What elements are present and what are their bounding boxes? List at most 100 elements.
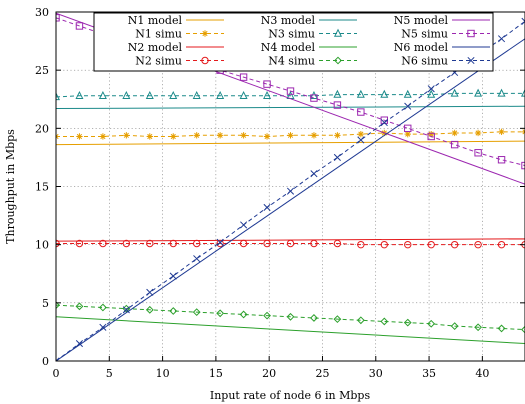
data-point — [380, 89, 389, 98]
x-tick-label: 35 — [422, 367, 436, 380]
data-point — [310, 94, 318, 102]
data-point — [76, 133, 83, 140]
x-tick-label: 25 — [315, 367, 329, 380]
data-point — [239, 310, 248, 319]
legend-item: N2 simu — [135, 55, 224, 68]
data-point — [310, 170, 318, 178]
series-line — [56, 243, 525, 246]
series-n6-model — [56, 38, 525, 361]
data-point — [75, 22, 84, 30]
legend-label: N4 model — [261, 41, 316, 54]
data-point — [123, 132, 130, 139]
series-n4-model — [56, 316, 525, 345]
data-point — [122, 306, 130, 314]
legend-label: N3 simu — [268, 28, 315, 41]
data-point — [450, 140, 459, 149]
data-point — [75, 302, 84, 311]
legend-marker — [467, 29, 475, 38]
series-n3-model — [56, 105, 525, 110]
data-point — [193, 132, 200, 139]
data-point — [497, 35, 506, 43]
data-point — [403, 318, 412, 327]
data-point — [216, 132, 224, 139]
data-point — [287, 132, 294, 139]
data-point — [286, 87, 295, 95]
data-point — [404, 124, 412, 133]
data-point — [428, 130, 435, 138]
series-line — [56, 140, 525, 146]
data-point — [239, 90, 248, 99]
data-point — [310, 314, 318, 322]
y-axis-label: Throughput in Mbps — [4, 129, 17, 244]
data-point — [427, 89, 436, 98]
data-point — [146, 288, 154, 296]
data-point — [356, 316, 365, 325]
legend-item: N2 model — [128, 41, 224, 54]
data-point — [498, 128, 505, 136]
data-point — [145, 305, 154, 314]
y-tick-label: 15 — [35, 181, 49, 194]
data-point — [404, 102, 412, 110]
data-point — [310, 132, 318, 139]
data-point — [521, 17, 525, 25]
data-point — [263, 80, 271, 88]
legend-label: N2 simu — [135, 55, 182, 68]
data-point — [334, 132, 341, 139]
data-point — [75, 339, 84, 348]
data-point — [520, 88, 525, 97]
legend-label: N6 simu — [401, 55, 448, 68]
data-point — [56, 301, 60, 310]
data-point — [169, 307, 178, 315]
data-point — [192, 90, 201, 99]
data-point — [357, 240, 365, 249]
x-tick-label: 15 — [209, 367, 223, 380]
data-point — [474, 323, 483, 332]
x-tick-label: 5 — [106, 367, 113, 380]
data-point — [216, 90, 225, 99]
y-tick-label: 25 — [35, 64, 49, 77]
y-tick-label: 0 — [42, 355, 49, 368]
legend-marker — [201, 56, 209, 65]
legend-label: N2 model — [128, 41, 183, 54]
data-point — [99, 133, 107, 140]
data-point — [145, 90, 154, 99]
legend-label: N3 model — [261, 14, 316, 27]
data-point — [333, 239, 342, 248]
data-point — [333, 89, 342, 98]
series-n3-simu — [56, 88, 525, 101]
data-point — [146, 239, 154, 248]
y-tick-label: 30 — [35, 6, 49, 19]
data-point — [333, 101, 342, 109]
legend-item: N5 simu — [401, 28, 490, 41]
data-point — [497, 88, 506, 97]
data-point — [450, 322, 459, 331]
data-point — [427, 132, 435, 141]
data-point — [56, 357, 60, 361]
data-point — [170, 133, 177, 140]
data-point — [263, 203, 271, 211]
legend-item: N4 model — [261, 41, 357, 54]
series-line — [56, 92, 525, 98]
x-tick-label: 0 — [53, 367, 60, 380]
data-point — [333, 153, 341, 161]
data-point — [380, 240, 388, 249]
data-point — [122, 90, 131, 99]
data-point — [474, 240, 482, 249]
legend-item: N1 model — [128, 14, 224, 27]
legend-item: N6 simu — [401, 55, 490, 68]
data-point — [216, 309, 225, 318]
legend-item: N3 simu — [268, 28, 357, 41]
series-line — [56, 304, 525, 331]
data-point — [263, 239, 271, 248]
data-point — [56, 14, 60, 22]
legend-label: N1 simu — [135, 28, 182, 41]
data-point — [216, 239, 224, 248]
data-point — [56, 239, 60, 248]
data-point — [240, 132, 247, 139]
data-point — [451, 129, 458, 137]
axis-ticks: 0 5 10 15 20 25 30 35 40 0 5 10 15 20 25 30 — [35, 6, 525, 380]
data-point — [239, 73, 248, 81]
